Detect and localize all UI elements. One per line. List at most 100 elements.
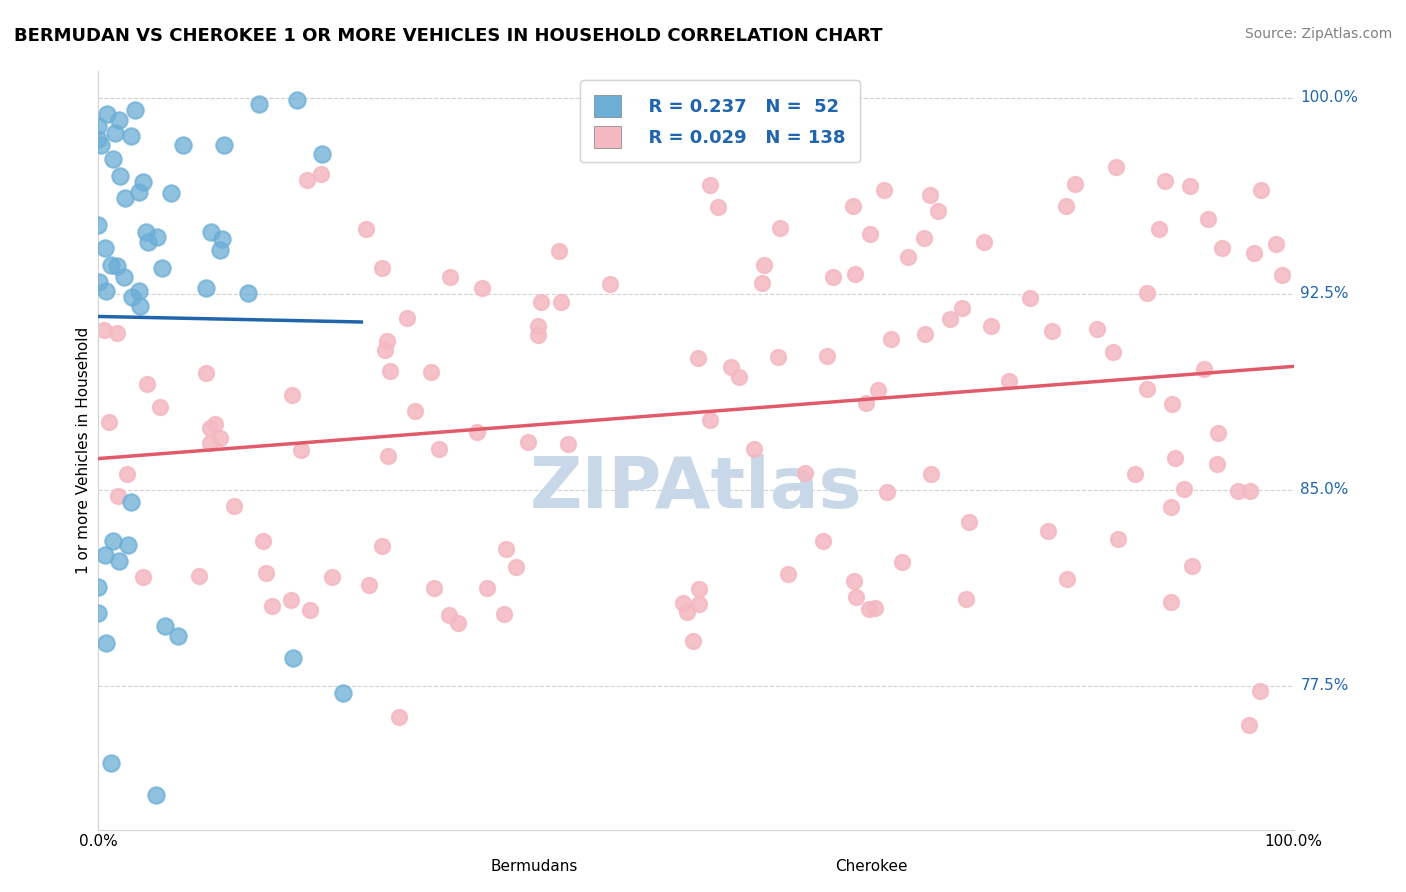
Point	[100, 756, 122, 770]
Point	[842, 574, 865, 589]
Point	[117, 538, 139, 552]
Point	[212, 138, 235, 153]
Point	[374, 343, 396, 357]
Point	[145, 230, 167, 244]
Point	[1054, 199, 1077, 213]
Point	[135, 225, 157, 239]
Point	[200, 225, 222, 239]
Point	[371, 539, 394, 553]
Point	[108, 169, 131, 184]
Point	[793, 466, 815, 480]
Point	[855, 396, 877, 410]
Point	[359, 577, 381, 591]
Point	[1042, 324, 1064, 338]
Text: 85.0%: 85.0%	[1301, 483, 1348, 497]
Point	[105, 259, 128, 273]
Point	[204, 417, 226, 431]
Point	[114, 191, 136, 205]
Point	[1197, 211, 1219, 226]
Point	[1104, 160, 1126, 174]
Point	[332, 686, 354, 700]
Point	[873, 183, 896, 197]
Point	[720, 359, 742, 374]
Point	[195, 281, 218, 295]
Point	[1271, 268, 1294, 282]
Point	[890, 555, 912, 569]
Point	[167, 629, 190, 643]
Point	[811, 534, 834, 549]
Point	[87, 132, 110, 146]
Text: 100.0%: 100.0%	[1301, 90, 1358, 105]
Point	[149, 401, 172, 415]
Point	[920, 187, 942, 202]
Point	[107, 490, 129, 504]
Point	[107, 554, 129, 568]
Point	[1181, 559, 1204, 574]
Point	[527, 328, 550, 343]
Point	[371, 261, 394, 276]
Point	[752, 258, 775, 272]
Point	[107, 112, 129, 127]
Point	[688, 597, 710, 611]
Point	[377, 449, 399, 463]
Point	[973, 235, 995, 250]
Point	[136, 377, 159, 392]
Point	[100, 258, 122, 272]
Point	[547, 244, 569, 259]
Point	[955, 592, 977, 607]
Point	[377, 334, 399, 348]
Point	[427, 442, 450, 456]
Point	[120, 129, 142, 144]
Point	[997, 375, 1019, 389]
Point	[599, 277, 621, 291]
Point	[815, 349, 838, 363]
Point	[1249, 683, 1271, 698]
Point	[495, 541, 517, 556]
Point	[222, 499, 245, 513]
Text: BERMUDAN VS CHEROKEE 1 OR MORE VEHICLES IN HOUSEHOLD CORRELATION CHART: BERMUDAN VS CHEROKEE 1 OR MORE VEHICLES …	[14, 27, 883, 45]
Point	[1250, 183, 1272, 197]
Point	[281, 651, 304, 665]
Point	[128, 298, 150, 312]
Point	[957, 515, 980, 529]
Point	[87, 580, 110, 594]
Point	[120, 495, 142, 509]
Point	[557, 436, 579, 450]
Point	[321, 570, 343, 584]
Point	[471, 281, 494, 295]
Point	[145, 788, 167, 802]
Point	[1227, 484, 1250, 499]
Point	[128, 186, 150, 200]
Point	[195, 366, 218, 380]
Point	[208, 431, 231, 445]
Point	[211, 232, 233, 246]
Point	[1136, 382, 1159, 396]
Point	[311, 167, 333, 181]
Text: ZIPAtlas: ZIPAtlas	[530, 454, 862, 523]
Point	[98, 415, 121, 429]
Point	[769, 220, 792, 235]
Point	[920, 467, 942, 481]
Point	[89, 276, 111, 290]
Point	[1206, 426, 1229, 441]
Point	[93, 241, 115, 255]
Point	[845, 590, 868, 604]
Point	[295, 173, 318, 187]
Point	[280, 388, 302, 402]
Point	[1085, 322, 1108, 336]
Point	[1153, 173, 1175, 187]
Point	[1019, 292, 1042, 306]
Point	[1265, 237, 1288, 252]
Point	[858, 602, 880, 616]
Point	[1147, 222, 1170, 236]
Text: 92.5%: 92.5%	[1301, 286, 1348, 301]
Text: Bermudans: Bermudans	[491, 859, 578, 874]
Y-axis label: 1 or more Vehicles in Household: 1 or more Vehicles in Household	[76, 326, 91, 574]
Point	[299, 603, 322, 617]
Point	[707, 201, 730, 215]
Point	[1173, 483, 1195, 497]
Point	[776, 567, 799, 582]
Point	[1206, 458, 1229, 472]
Point	[980, 319, 1002, 334]
Point	[699, 412, 721, 426]
